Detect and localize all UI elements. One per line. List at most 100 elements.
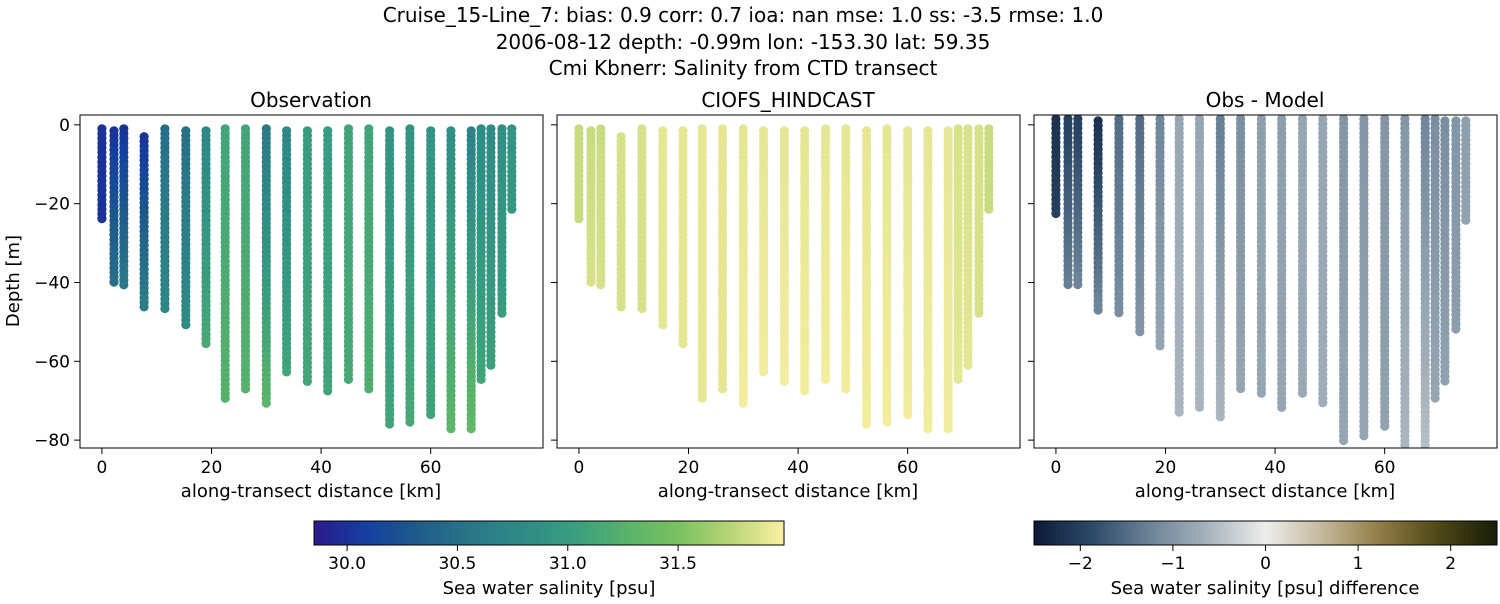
profile-column [385, 126, 395, 429]
profile-column [820, 124, 831, 384]
x-axis: 0 20 40 60 [574, 448, 919, 478]
data-point [97, 214, 107, 224]
profile-column [323, 126, 333, 396]
colorbar-salinity: 30.0 30.5 31.0 31.5 Sea water salinity [psu… [313, 520, 785, 599]
profile-column [616, 132, 626, 312]
data-point [466, 424, 476, 434]
data-point [616, 302, 626, 312]
profile-column [738, 124, 748, 408]
data-point [364, 384, 374, 394]
data-point [574, 214, 584, 224]
profile-column [1215, 115, 1225, 422]
panel-observation: Observation 0 20 40 60 0 −20 −40 −60 −80 along-… [3, 88, 544, 502]
x-axis-label: along-transect distance [km] [181, 481, 441, 502]
panel-model: CIOFS_HINDCAST 0 20 40 60 along-transect di… [551, 88, 1021, 502]
colorbar-gradient [313, 520, 785, 546]
data-point [586, 277, 596, 287]
profile-column [446, 126, 456, 434]
x-tick-label: 20 [1155, 458, 1177, 478]
colorbar-tick-label: 30.0 [328, 554, 366, 574]
profile-column [486, 124, 496, 370]
y-axis-label: Depth [m] [3, 235, 24, 327]
profile-column [862, 126, 872, 429]
data-point [717, 384, 728, 394]
x-tick-label: 20 [678, 458, 700, 478]
data-point [759, 367, 769, 377]
profile-column [596, 124, 606, 290]
data-point [1400, 440, 1410, 448]
axes-frame [1033, 114, 1498, 449]
data-point [302, 376, 312, 386]
profile-column [1339, 115, 1349, 446]
profile-column [343, 124, 354, 384]
data-point [1297, 388, 1308, 398]
data-point [1051, 208, 1061, 219]
data-point [1461, 215, 1471, 225]
profile-column [800, 126, 810, 396]
data-point [1256, 388, 1266, 398]
data-point [779, 376, 790, 386]
profile-column [923, 126, 933, 434]
profile-column [507, 124, 517, 214]
x-axis-label: along-transect distance [km] [658, 481, 918, 502]
profile-column [1155, 115, 1165, 351]
profile-column [364, 124, 374, 394]
colorbar-tick-label: −1 [1160, 554, 1185, 574]
colorbar-tick-label: 1 [1353, 554, 1364, 574]
profile-column [497, 124, 507, 318]
data-point [963, 360, 973, 370]
data-point [240, 384, 251, 394]
data-point [862, 419, 872, 429]
x-tick-label: 60 [897, 458, 919, 478]
profile-column [953, 124, 963, 384]
y-tick-label: 0 [59, 116, 70, 136]
data-point [1451, 324, 1461, 334]
profile-column [1073, 115, 1083, 290]
data-point [220, 393, 230, 403]
data-point [486, 360, 496, 370]
profile-column [1297, 115, 1308, 398]
data-point [903, 409, 913, 420]
x-tick-label: 40 [310, 458, 332, 478]
title-line-2: 2006-08-12 depth: -0.99m lon: -153.30 la… [496, 30, 991, 54]
data-point [282, 367, 292, 377]
profile-column [261, 124, 271, 408]
x-tick-label: 60 [1374, 458, 1396, 478]
data-point [820, 374, 831, 384]
data-point [507, 204, 517, 214]
profile-column [1135, 115, 1145, 337]
colorbar-tick-label: 31.5 [659, 554, 697, 574]
profiles-layer [97, 124, 517, 434]
y-tick-label: −80 [34, 431, 70, 451]
data-point [426, 409, 436, 420]
profile-column [1277, 115, 1287, 412]
x-tick-label: 0 [97, 458, 108, 478]
axes-frame [79, 114, 544, 449]
x-axis: 0 20 40 60 [1051, 448, 1396, 478]
profile-column [586, 126, 596, 287]
colorbar-label: Sea water salinity [psu] difference [1111, 578, 1420, 599]
panel-title: Obs - Model [1206, 88, 1325, 112]
profile-column [1256, 115, 1266, 398]
figure-title: Cruise_15-Line_7: bias: 0.9 corr: 0.7 io… [383, 3, 1104, 80]
profile-column [637, 124, 647, 314]
profile-column [1093, 116, 1103, 315]
data-point [658, 320, 668, 330]
profile-column [1359, 115, 1369, 441]
data-point [109, 277, 119, 287]
data-point [923, 424, 933, 434]
profile-column [1318, 115, 1328, 408]
profile-column [974, 124, 984, 318]
colorbar-gradient [1033, 520, 1498, 546]
profiles-layer [1051, 115, 1471, 448]
data-point [405, 417, 415, 427]
profile-column [426, 126, 436, 420]
data-point [160, 303, 170, 314]
data-point [1073, 279, 1083, 290]
colorbar-ticks: −2 −1 0 1 2 [1068, 545, 1456, 574]
colorbar-ticks: 30.0 30.5 31.0 31.5 [328, 545, 697, 574]
title-line-3: Cmi Kbnerr: Salinity from CTD transect [549, 56, 938, 80]
data-point [343, 374, 354, 384]
profiles-layer [574, 124, 994, 434]
